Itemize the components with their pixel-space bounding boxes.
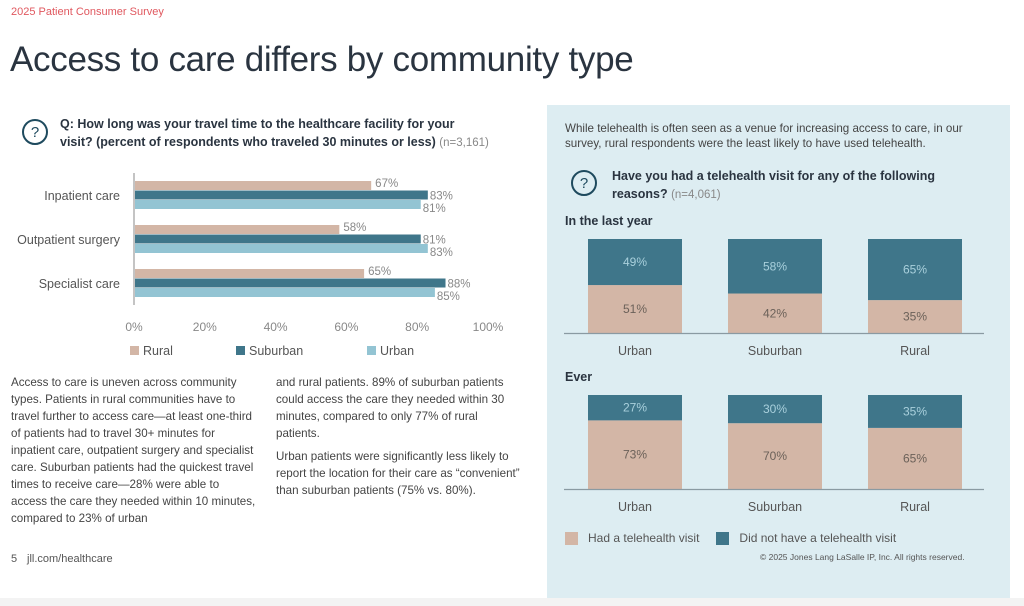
data-label: 73% bbox=[623, 448, 647, 462]
bar-segment-no-visit bbox=[728, 395, 822, 424]
data-label: 58% bbox=[763, 259, 787, 273]
telehealth-legend: Had a telehealth visit Did not have a te… bbox=[565, 531, 896, 545]
report-eyebrow: 2025 Patient Consumer Survey bbox=[11, 6, 164, 18]
data-label: 83% bbox=[430, 247, 453, 259]
footer-url-link[interactable]: jll.com/healthcare bbox=[27, 553, 113, 565]
legend-label-suburban: Suburban bbox=[249, 344, 303, 358]
x-tick-label: 80% bbox=[405, 320, 429, 334]
body-paragraph: Access to care is uneven across communit… bbox=[11, 376, 256, 525]
legend-swatch-suburban bbox=[236, 346, 245, 355]
legend-label-rural: Rural bbox=[143, 344, 173, 358]
data-label: 27% bbox=[623, 401, 647, 415]
data-label: 67% bbox=[375, 178, 398, 190]
section-label-last-year: In the last year bbox=[565, 214, 653, 228]
bar-segment-no-visit bbox=[728, 239, 822, 294]
category-label: Specialist care bbox=[39, 277, 120, 291]
bar-segment-had-visit bbox=[868, 300, 962, 333]
bar-urban bbox=[135, 288, 435, 297]
x-tick-label: 60% bbox=[334, 320, 358, 334]
legend-label-no-visit: Did not have a telehealth visit bbox=[739, 531, 897, 545]
bar-segment-no-visit bbox=[588, 239, 682, 286]
category-label: Inpatient care bbox=[44, 189, 120, 203]
x-tick-label: 0% bbox=[125, 320, 143, 334]
bar-segment-no-visit bbox=[588, 395, 682, 421]
category-label: Urban bbox=[618, 500, 652, 514]
bar-rural bbox=[135, 181, 372, 190]
body-paragraph: Urban patients were significantly less l… bbox=[276, 450, 520, 497]
telehealth-question-n: (n=4,061) bbox=[671, 189, 721, 201]
section-label-ever: Ever bbox=[565, 370, 593, 384]
travel-question-n: (n=3,161) bbox=[439, 137, 489, 149]
data-label: 49% bbox=[623, 255, 647, 269]
telehealth-panel bbox=[547, 105, 1010, 598]
bar-rural bbox=[135, 225, 340, 234]
x-tick-label: 100% bbox=[473, 320, 504, 334]
bar-segment-had-visit bbox=[588, 420, 682, 489]
bar-segment-had-visit bbox=[868, 427, 962, 489]
ever-chart: 73% 27% Urban 70% 30% Suburban 65% 35% Rural bbox=[564, 395, 984, 514]
data-label: 88% bbox=[448, 279, 471, 291]
page-title: Access to care differs by community type bbox=[10, 40, 634, 79]
question-circle-icon: ? bbox=[571, 170, 597, 196]
x-tick-label: 40% bbox=[264, 320, 288, 334]
body-paragraph: and rural patients. 89% of suburban pati… bbox=[276, 376, 505, 440]
legend-swatch-had-visit bbox=[565, 531, 578, 545]
data-label: 42% bbox=[763, 306, 787, 320]
telehealth-intro: While telehealth is often seen as a venu… bbox=[565, 122, 963, 150]
page-number: 5 bbox=[11, 553, 18, 565]
legend-label-urban: Urban bbox=[380, 344, 414, 358]
legend-swatch-rural bbox=[130, 346, 139, 355]
bar-suburban bbox=[135, 278, 446, 288]
bar-urban bbox=[135, 200, 421, 209]
bar-suburban bbox=[135, 234, 421, 244]
data-label: 81% bbox=[423, 235, 446, 247]
copyright-notice: © 2025 Jones Lang LaSalle IP, Inc. All r… bbox=[760, 552, 965, 562]
bar-rural bbox=[135, 269, 365, 278]
data-label: 65% bbox=[903, 263, 927, 277]
data-label: 35% bbox=[903, 310, 927, 324]
travel-question: Q: How long was your travel time to the … bbox=[60, 115, 530, 152]
data-label: 65% bbox=[903, 451, 927, 465]
bottom-strip bbox=[0, 598, 1024, 606]
bar-segment-no-visit bbox=[868, 239, 962, 301]
data-label: 83% bbox=[430, 191, 453, 203]
bar-segment-no-visit bbox=[868, 395, 962, 428]
data-label: 70% bbox=[763, 449, 787, 463]
bar-urban bbox=[135, 244, 428, 253]
travel-question-line2: visit? (percent of respondents who trave… bbox=[60, 135, 436, 149]
category-label: Outpatient surgery bbox=[17, 233, 121, 247]
category-label: Suburban bbox=[748, 344, 802, 358]
data-label: 51% bbox=[623, 302, 647, 316]
data-label: 81% bbox=[423, 203, 446, 215]
data-label: 30% bbox=[763, 402, 787, 416]
category-label: Suburban bbox=[748, 500, 802, 514]
data-label: 85% bbox=[437, 291, 460, 303]
bar-suburban bbox=[135, 190, 428, 200]
last-year-chart: 51% 49% Urban 42% 58% Suburban 35% 65% Rural bbox=[564, 239, 984, 358]
body-text-col2: and rural patients. 89% of suburban pati… bbox=[276, 374, 521, 505]
category-label: Rural bbox=[900, 344, 930, 358]
data-label: 65% bbox=[368, 266, 391, 278]
data-label: 35% bbox=[903, 404, 927, 418]
telehealth-question-line2: reasons? bbox=[612, 187, 668, 201]
data-label: 58% bbox=[343, 222, 366, 234]
legend-swatch-urban bbox=[367, 346, 376, 355]
legend-label-had-visit: Had a telehealth visit bbox=[588, 531, 700, 545]
bar-segment-had-visit bbox=[588, 285, 682, 333]
category-label: Urban bbox=[618, 344, 652, 358]
telehealth-question: Have you had a telehealth visit for any … bbox=[612, 167, 992, 204]
legend-swatch-no-visit bbox=[716, 531, 730, 545]
travel-question-line1: Q: How long was your travel time to the … bbox=[60, 117, 455, 131]
body-text-col1: Access to care is uneven across communit… bbox=[11, 374, 256, 533]
bar-segment-had-visit bbox=[728, 293, 822, 333]
question-circle-icon: ? bbox=[22, 119, 48, 145]
x-tick-label: 20% bbox=[193, 320, 217, 334]
telehealth-question-line1: Have you had a telehealth visit for any … bbox=[612, 169, 935, 183]
bar-segment-had-visit bbox=[728, 423, 822, 489]
category-label: Rural bbox=[900, 500, 930, 514]
